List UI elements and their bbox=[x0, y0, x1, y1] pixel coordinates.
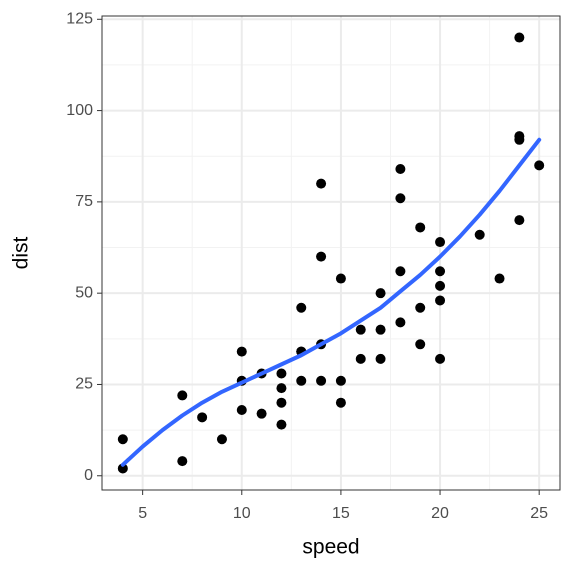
point bbox=[335, 273, 346, 284]
y-tick-label: 0 bbox=[84, 467, 93, 484]
point bbox=[276, 383, 287, 394]
y-tick-label: 50 bbox=[75, 284, 93, 301]
x-tick-label: 25 bbox=[530, 505, 548, 522]
point bbox=[316, 178, 327, 189]
point bbox=[415, 302, 426, 313]
y-tick-label: 25 bbox=[75, 376, 93, 393]
point bbox=[276, 397, 287, 408]
smooth-line bbox=[120, 137, 542, 467]
point bbox=[296, 375, 307, 386]
point bbox=[177, 390, 188, 401]
point bbox=[236, 346, 247, 357]
point bbox=[395, 193, 406, 204]
point bbox=[236, 405, 247, 416]
point bbox=[415, 222, 426, 233]
y-tick-label: 125 bbox=[66, 11, 93, 28]
point bbox=[514, 131, 525, 142]
point bbox=[435, 353, 446, 364]
point bbox=[395, 266, 406, 277]
point bbox=[276, 419, 287, 430]
x-tick-label: 15 bbox=[332, 505, 350, 522]
point bbox=[316, 375, 327, 386]
point bbox=[395, 164, 406, 175]
point bbox=[355, 324, 366, 335]
x-tick-label: 10 bbox=[233, 505, 251, 522]
point bbox=[177, 456, 188, 467]
point bbox=[335, 375, 346, 386]
point bbox=[435, 237, 446, 248]
point bbox=[197, 412, 208, 423]
point bbox=[117, 434, 128, 445]
y-axis-title: dist bbox=[10, 236, 33, 269]
point bbox=[415, 339, 426, 350]
x-axis-title: speed bbox=[302, 536, 359, 559]
point bbox=[256, 408, 267, 419]
x-tick-label: 5 bbox=[138, 505, 147, 522]
point bbox=[435, 280, 446, 291]
point bbox=[216, 434, 227, 445]
point bbox=[514, 32, 525, 43]
point bbox=[355, 353, 366, 364]
point bbox=[435, 295, 446, 306]
point bbox=[276, 368, 287, 379]
point bbox=[117, 463, 128, 474]
point bbox=[375, 288, 386, 299]
y-tick-label: 100 bbox=[66, 102, 93, 119]
point bbox=[435, 266, 446, 277]
point bbox=[375, 324, 386, 335]
point bbox=[316, 251, 327, 262]
point bbox=[514, 215, 525, 226]
point bbox=[335, 397, 346, 408]
point bbox=[296, 302, 307, 313]
point bbox=[395, 317, 406, 328]
point bbox=[494, 273, 505, 284]
point bbox=[474, 229, 485, 240]
y-tick-label: 75 bbox=[75, 193, 93, 210]
point bbox=[375, 353, 386, 364]
point bbox=[534, 160, 545, 171]
x-tick-label: 20 bbox=[431, 505, 449, 522]
panel-border bbox=[101, 15, 561, 491]
